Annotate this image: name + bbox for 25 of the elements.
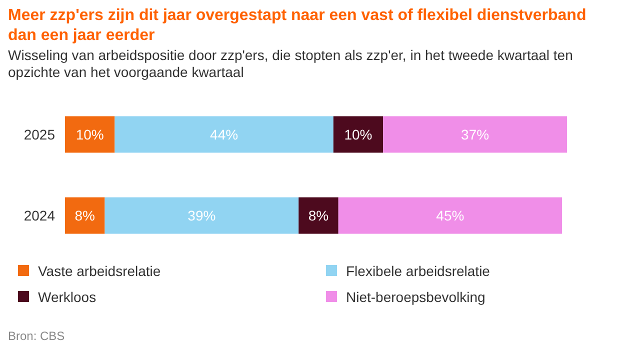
bar xyxy=(338,197,562,234)
bar xyxy=(114,116,334,153)
chart-title: Meer zzp'ers zijn dit jaar overgestapt naar een vast of flexibel dienstverband dan een jaar eerder xyxy=(8,7,586,44)
legend-label: Niet-beroepsbevolking xyxy=(346,289,486,305)
y-tick-label: 2025 xyxy=(24,126,56,142)
bar xyxy=(65,197,105,234)
data-label: 8% xyxy=(74,208,95,224)
legend-label: Vaste arbeidsrelatie xyxy=(38,263,161,279)
data-label: 10% xyxy=(344,126,372,142)
data-label: 44% xyxy=(210,126,238,142)
legend-label: Flexibele arbeidsrelatie xyxy=(346,263,490,279)
bar xyxy=(104,197,299,234)
data-label: 45% xyxy=(436,208,464,224)
data-label: 8% xyxy=(308,208,329,224)
y-tick-label: 2024 xyxy=(24,208,56,224)
data-label: 37% xyxy=(461,126,490,142)
bar xyxy=(298,197,338,234)
bar xyxy=(333,116,384,153)
data-label: 39% xyxy=(188,208,216,224)
legend-label: Werkloos xyxy=(38,289,96,305)
bar xyxy=(65,116,115,153)
chart-subtitle: Wisseling van arbeidspositie door zzp'ers, die stopten als zzp'er, in het tweede kwartaal ten opzichte van het voorgaande kwartaal xyxy=(8,47,573,80)
data-label: 10% xyxy=(76,126,104,142)
text: Bron: CBS xyxy=(8,329,65,343)
bar xyxy=(383,116,567,153)
